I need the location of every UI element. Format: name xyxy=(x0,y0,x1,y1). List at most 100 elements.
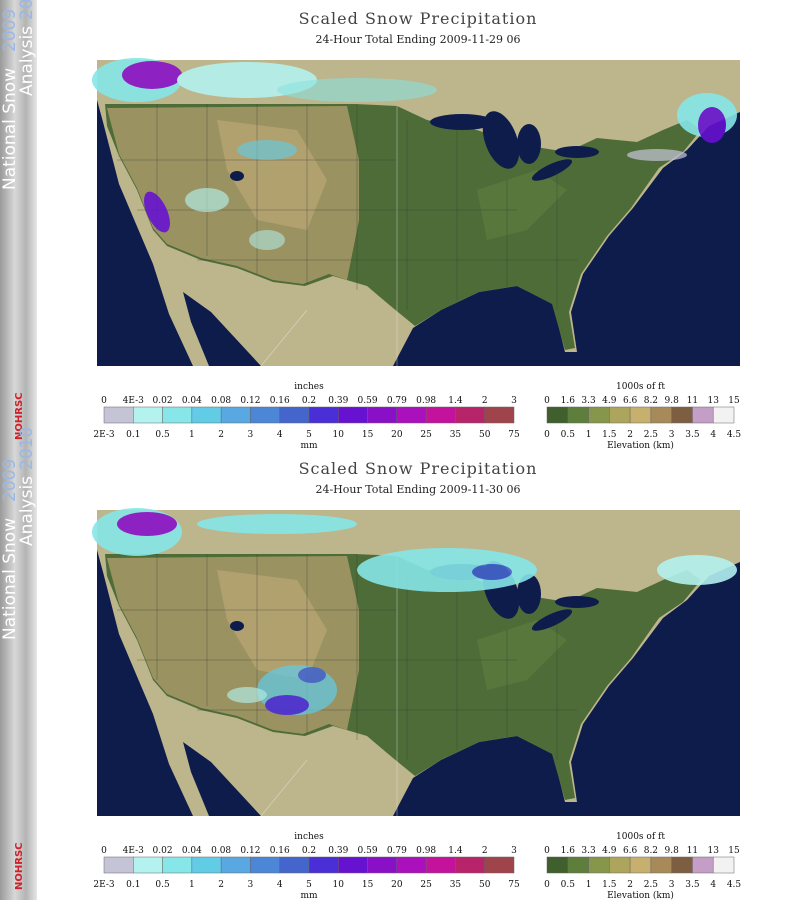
legend-label: 8.2 xyxy=(644,396,658,406)
legend-label: 1 xyxy=(586,430,592,440)
legend-unit: mm xyxy=(300,441,318,451)
legend-label: 2 xyxy=(482,396,488,406)
legend-title: inches xyxy=(294,382,324,392)
legend-label: 75 xyxy=(508,880,520,890)
map xyxy=(92,58,740,366)
legend-label: 35 xyxy=(450,430,462,440)
legend-label: 0.04 xyxy=(182,396,202,406)
legend-label: 8.2 xyxy=(644,846,658,856)
legend-label: 11 xyxy=(687,396,698,406)
legend-swatch xyxy=(338,856,368,874)
legend-label: 25 xyxy=(420,430,432,440)
legend-label: 1 xyxy=(189,880,195,890)
legend-label: 3.5 xyxy=(685,430,700,440)
legend-swatch xyxy=(455,856,485,874)
legend-label: 2E-3 xyxy=(93,880,115,890)
legend-label: 0.02 xyxy=(153,846,173,856)
legend-label: 15 xyxy=(362,430,374,440)
legend-swatch xyxy=(162,406,193,424)
logo: NOHRSC xyxy=(14,843,25,890)
legend-swatch xyxy=(484,856,515,874)
legend-label: 13 xyxy=(707,846,719,856)
legend-swatch xyxy=(133,856,163,874)
legend-label: 4E-3 xyxy=(123,846,145,856)
legend-label: 3.3 xyxy=(581,396,596,406)
panel-subtitle: 24-Hour Total Ending 2009-11-30 06 xyxy=(315,483,520,496)
legend-label: 1 xyxy=(586,880,592,890)
legend-label: 0.02 xyxy=(153,396,173,406)
legend-label: 1.6 xyxy=(561,396,576,406)
sidebar-year: 2010 xyxy=(17,0,37,20)
legend-label: 0.1 xyxy=(126,880,140,890)
legend-label: 0 xyxy=(101,846,107,856)
sidebar xyxy=(0,0,37,900)
legend-label: 4.5 xyxy=(727,880,742,890)
panel: Scaled Snow Precipitation 24-Hour Total … xyxy=(92,9,740,366)
legend-label: 1.5 xyxy=(602,430,617,440)
legend-label: 0.5 xyxy=(561,430,576,440)
legend-swatch xyxy=(588,406,610,424)
legend-label: 3 xyxy=(669,430,675,440)
legend-swatch xyxy=(279,856,310,874)
legend-swatch xyxy=(162,856,193,874)
map xyxy=(92,508,740,816)
legend-swatch xyxy=(308,856,339,874)
legend-title: 1000s of ft xyxy=(616,382,665,392)
sidebar-title: National Snow xyxy=(0,68,20,190)
legend-label: 1.4 xyxy=(448,846,463,856)
legend-unit: Elevation (km) xyxy=(607,890,674,900)
legend-label: 3 xyxy=(511,846,517,856)
panel: Scaled Snow Precipitation 24-Hour Total … xyxy=(92,459,740,816)
legend-swatch xyxy=(396,856,427,874)
legend-label: 20 xyxy=(391,430,403,440)
legend-swatch xyxy=(279,406,310,424)
legend-swatch xyxy=(650,406,672,424)
legend-swatch xyxy=(425,856,456,874)
legend-swatch xyxy=(308,406,339,424)
legend-label: 0 xyxy=(544,396,550,406)
legend-swatch xyxy=(103,406,134,424)
legend-label: 0.2 xyxy=(302,846,316,856)
legend-swatch xyxy=(629,856,652,874)
legend-swatch xyxy=(191,406,222,424)
legend-swatch xyxy=(220,406,251,424)
legend-label: 4 xyxy=(710,430,716,440)
legend-label: 2 xyxy=(627,430,633,440)
legend-label: 20 xyxy=(391,880,403,890)
legend-label: 3.3 xyxy=(581,846,596,856)
legend-label: 4.9 xyxy=(602,396,617,406)
sidebar-year: 2010 xyxy=(17,427,37,470)
legend-label: 2 xyxy=(218,430,224,440)
legend-swatch xyxy=(220,856,251,874)
legend-label: 4E-3 xyxy=(123,396,145,406)
legend-swatch xyxy=(567,406,589,424)
legend-label: 0.79 xyxy=(387,396,407,406)
legend-label: 5 xyxy=(306,880,312,890)
legend-swatch xyxy=(250,856,280,874)
legend-swatch xyxy=(133,406,163,424)
legend-label: 11 xyxy=(687,846,698,856)
legend-label: 0.12 xyxy=(240,396,260,406)
legend-label: 50 xyxy=(479,430,491,440)
legend-label: 75 xyxy=(508,430,520,440)
legend-label: 0.16 xyxy=(270,846,290,856)
legend-label: 0.2 xyxy=(302,396,316,406)
legend-label: 1.6 xyxy=(561,846,576,856)
legend-label: 4 xyxy=(277,880,283,890)
legend-label: 4 xyxy=(710,880,716,890)
sidebar-texts: National Snow 2009 Analysis 2010 NOHRSC … xyxy=(0,0,37,890)
legend-swatch xyxy=(588,856,610,874)
legend-swatch xyxy=(712,856,735,874)
legend-label: 5 xyxy=(306,430,312,440)
legend-label: 4.5 xyxy=(727,430,742,440)
legend-label: 3 xyxy=(669,880,675,890)
legend-swatch xyxy=(455,406,485,424)
legend-label: 1.4 xyxy=(448,396,463,406)
legend-label: 3 xyxy=(511,396,517,406)
legend-label: 0.12 xyxy=(240,846,260,856)
legend-label: 0.59 xyxy=(358,846,378,856)
legend-swatch xyxy=(609,856,631,874)
legend-unit: Elevation (km) xyxy=(607,440,674,451)
